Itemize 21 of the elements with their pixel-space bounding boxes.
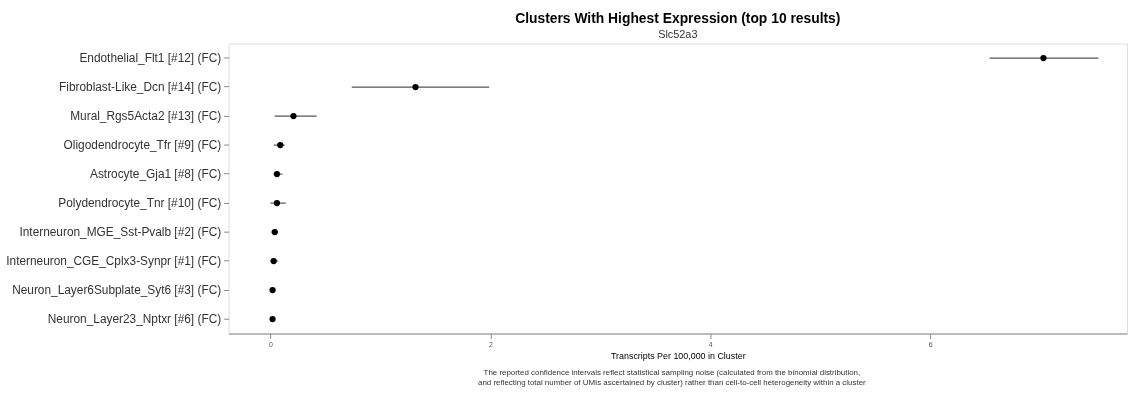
chart-title: Clusters With Highest Expression (top 10 results) (515, 9, 841, 26)
y-tick-label: Polydendrocyte_Tnr [#10] (FC) (58, 196, 222, 211)
point (1040, 55, 1047, 62)
y-tick-label: Interneuron_CGE_Cplx3-Synpr [#1] (FC) (6, 254, 222, 269)
point (290, 112, 297, 120)
y-tick-label: Interneuron_MGE_Sst-Pvalb [#2] (FC) (19, 225, 222, 240)
point (269, 315, 276, 323)
point (273, 199, 281, 207)
y-tick-label: Astrocyte_Gja1 [#8] (FC) (90, 167, 222, 182)
point (412, 83, 419, 91)
y-tick-label: Mural_Rgs5Acta2 [#13] (FC) (70, 109, 222, 124)
y-tick-label: Oligodendrocyte_Tfr [#9] (FC) (63, 138, 222, 153)
x-axis-title: Transcripts Per 100,000 in Cluster (611, 350, 746, 361)
y-tick-label: Fibroblast-Like_Dcn [#14] (FC) (59, 80, 222, 95)
text: The reported confidence intervals reflect statistical sampling noise (calculated from the binomial distribution, and reflecting total number of UMIs ascertained by cluster) rather than cell-to-cell heterogeneity within a cluster (478, 368, 867, 387)
point (277, 141, 284, 149)
y-tick-label: Endothelial_Flt1 [#12] (FC) (79, 51, 222, 66)
point (269, 286, 276, 294)
chart-subtitle: Slc52a3 (658, 27, 698, 40)
y-tick-label: Neuron_Layer23_Nptxr [#6] (FC) (47, 312, 222, 327)
y-tick-label: Neuron_Layer6Subplate_Syt6 [#3] (FC) (12, 283, 222, 298)
